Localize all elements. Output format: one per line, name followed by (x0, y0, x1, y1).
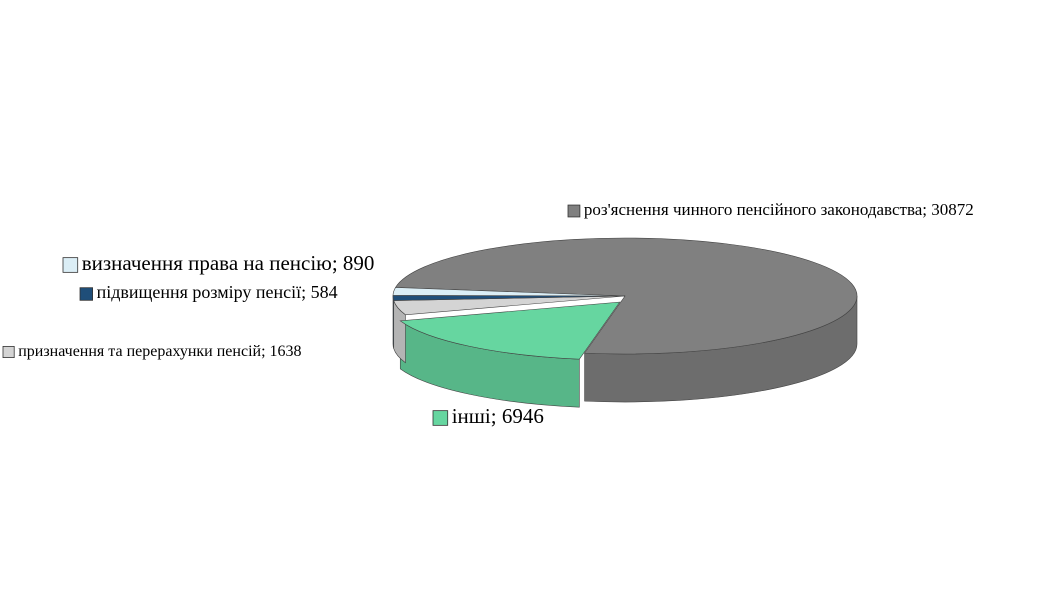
label-key (79, 287, 94, 301)
slice-side (392, 295, 395, 349)
slice (399, 301, 621, 360)
data-label: призначення та перерахунки пенсій; 1638 (18, 343, 301, 360)
label-value: ; 1638 (261, 343, 301, 360)
label-value: ; 30872 (922, 200, 973, 219)
label-key (2, 345, 15, 358)
label-value: ; 890 (332, 251, 375, 275)
slice (392, 287, 626, 297)
data-label: визначення права на пенсію; 890 (82, 251, 375, 275)
label-category: призначення та перерахунки пенсій (18, 343, 261, 360)
label-value: ; 584 (301, 282, 338, 302)
label-category: інші (452, 404, 491, 428)
label-category: підвищення розміру пенсії (97, 282, 302, 302)
data-label: інші; 6946 (452, 404, 544, 428)
label-category: роз'яснення чинного пенсійного законодав… (584, 200, 923, 219)
slice (395, 237, 858, 355)
data-label: роз'яснення чинного пенсійного законодав… (584, 200, 974, 219)
label-key (567, 204, 581, 218)
label-value: ; 6946 (491, 404, 544, 428)
label-key (62, 257, 79, 273)
label-key (432, 410, 449, 426)
data-label: підвищення розміру пенсії; 584 (97, 282, 338, 302)
label-category: визначення права на пенсію (82, 251, 332, 275)
